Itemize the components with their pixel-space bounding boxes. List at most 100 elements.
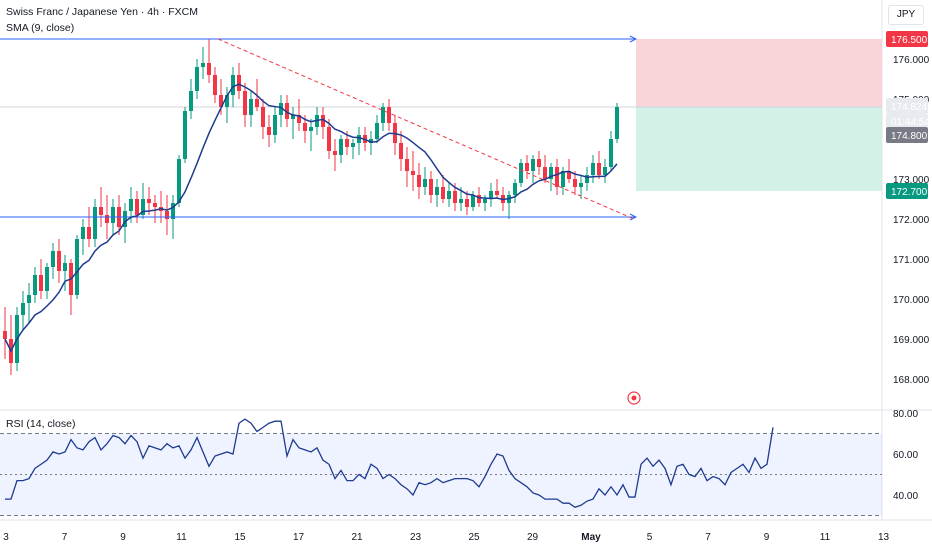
candle-body [369,139,373,143]
candle-body [585,175,589,183]
candle-body [459,199,463,203]
candle-body [105,215,109,223]
candle-body [207,63,211,75]
time-tick-label: 9 [764,532,770,543]
candle-body [321,115,325,127]
sma-indicator-label[interactable]: SMA (9, close) [6,22,75,34]
candle-body [219,95,223,107]
time-tick-label: 11 [176,532,187,543]
candle-body [231,75,235,95]
candle-body [183,111,187,159]
candle-body [135,199,139,215]
candle-body [39,275,43,291]
candle-body [213,75,217,95]
time-tick-label: 5 [647,532,653,543]
price-tick-label: 169.000 [893,335,930,346]
candle-body [423,179,427,187]
candle-body [87,227,91,239]
arrow-head-icon [629,213,638,221]
candle-body [543,167,547,179]
rsi-tick-label: 40.00 [893,491,918,502]
time-tick-label: 7 [62,532,68,543]
price-tick-label: 171.000 [893,255,930,266]
candle-body [267,127,271,135]
rsi-line [5,418,774,509]
rsi-indicator-label[interactable]: RSI (14, close) [6,418,76,430]
entry-price-badge-text: 174.800 [891,131,928,142]
arrow-head-icon [629,35,638,43]
candle-body [261,107,265,127]
sma-line [4,83,618,353]
candle-body [303,123,307,131]
candle-body [189,91,193,111]
currency-selector[interactable]: JPY [888,5,924,25]
candle-body [273,115,277,135]
candle-body [405,159,409,171]
candle-body [123,211,127,227]
candle-body [399,143,403,159]
candle-body [387,107,391,123]
time-tick-label: 21 [351,532,363,543]
price-tick-label: 170.000 [893,295,930,306]
candle-body [537,159,541,167]
target-price-badge-text: 176.500 [891,35,928,46]
alert-icon [627,391,641,405]
candle-body [93,207,97,239]
alert-icon-dot [631,395,637,401]
candle-body [531,159,535,171]
time-tick-label: 13 [878,532,890,543]
candle-body [555,167,559,187]
candle-body [75,239,79,295]
candle-body [573,179,577,187]
candle-body [339,139,343,155]
candle-body [351,143,355,147]
candle-body [579,183,583,187]
candle-body [249,99,253,115]
price-tick-label: 168.000 [893,375,930,386]
time-tick-label: 9 [120,532,126,543]
candle-body [597,163,601,175]
target-price-badge [886,31,928,47]
candle-body [177,159,181,203]
candle-body [465,199,469,207]
candle-body [375,123,379,139]
candle-body [147,199,151,203]
countdown-badge-text: 01:44:54 [891,117,930,128]
candle-body [45,267,49,291]
current-price-badge-text: 174.824 [891,102,928,113]
chart-title: Swiss Franc / Japanese Yen · 4h · FXCM [6,6,198,18]
candle-body [225,95,229,107]
candle-body [411,171,415,175]
candle-body [111,207,115,223]
candle-body [357,135,361,143]
candle-body [33,275,37,295]
candle-body [243,91,247,115]
candle-body [489,191,493,199]
candle-body [567,171,571,179]
candle-body [609,139,613,167]
candle-body [603,167,607,175]
candle-body [549,167,553,179]
candle-body [285,103,289,119]
candle-body [429,179,433,195]
time-tick-label: May [581,532,601,543]
candle-body [591,163,595,175]
candle-body [171,203,175,219]
candle-body [417,175,421,187]
time-tick-label: 15 [234,532,246,543]
price-tick-label: 173.000 [893,175,930,186]
candle-body [381,107,385,123]
time-tick-label: 23 [410,532,422,543]
time-tick-label: 29 [527,532,539,543]
target-zone [636,39,882,107]
candle-body [201,63,205,67]
candle-body [483,199,487,203]
candle-body [63,263,67,271]
candle-body [333,151,337,155]
time-tick-label: 7 [705,532,711,543]
time-tick-label: 17 [293,532,305,543]
candle-body [471,195,475,207]
candle-body [237,75,241,91]
trend-line [217,38,635,220]
